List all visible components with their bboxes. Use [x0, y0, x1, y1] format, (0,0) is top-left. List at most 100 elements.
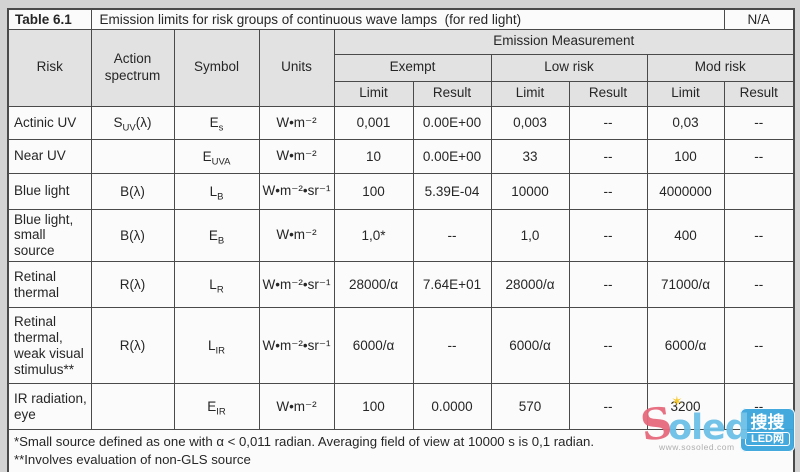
value-cell — [723, 172, 795, 210]
value-cell: 71000/α — [646, 261, 725, 309]
value-cell: 28000/α — [333, 261, 414, 309]
value-cell: 1,0 — [490, 208, 570, 263]
sub-header-limit: Limit — [490, 80, 570, 107]
value-cell: 5.39E-04 — [412, 172, 492, 210]
sub-header-result: Result — [568, 80, 648, 107]
value-cell: -- — [568, 138, 648, 174]
value-cell: -- — [723, 138, 795, 174]
value-cell: 0.00E+00 — [412, 105, 492, 140]
col-header-symbol: Symbol — [173, 28, 260, 107]
value-cell: -- — [568, 172, 648, 210]
sub-header-result: Result — [412, 80, 492, 107]
spectrum-cell: R(λ) — [90, 307, 175, 385]
footnote-row: *Small source defined as one with α < 0,… — [7, 429, 795, 472]
symbol-cell: EIR — [173, 383, 260, 431]
risk-cell: Blue light — [7, 172, 92, 210]
value-cell: 0.0000 — [412, 383, 492, 431]
value-cell: 6000/α — [333, 307, 414, 385]
value-cell: 0,001 — [333, 105, 414, 140]
symbol-cell: LB — [173, 172, 260, 210]
value-cell: 0,03 — [646, 105, 725, 140]
symbol-cell: LIR — [173, 307, 260, 385]
value-cell: 100 — [333, 383, 414, 431]
header-row-2: Exempt Low risk Mod risk — [8, 53, 795, 82]
col-header-action-spectrum: Action spectrum — [90, 28, 175, 107]
spectrum-cell: SUV(λ) — [90, 105, 175, 140]
value-cell: -- — [723, 261, 795, 309]
watermark-brand: Soled ✶ www.sosoled.com — [637, 394, 750, 452]
table-row: Actinic UV SUV(λ) Es W•m⁻² 0,001 0.00E+0… — [7, 105, 795, 140]
value-cell: 0,003 — [490, 105, 570, 140]
value-cell: 6000/α — [646, 307, 725, 385]
value-cell: 10000 — [490, 172, 570, 210]
brand-s-letter: S — [637, 398, 674, 452]
value-cell: -- — [568, 307, 648, 385]
value-cell: 0.00E+00 — [412, 138, 492, 174]
spectrum-cell: R(λ) — [90, 261, 175, 309]
table-row: Near UV EUVA W•m⁻² 10 0.00E+00 33 -- 100… — [7, 138, 795, 174]
units-cell: W•m⁻²•sr⁻¹ — [258, 261, 335, 309]
value-cell: -- — [723, 105, 795, 140]
spectrum-cell — [90, 383, 175, 431]
spectrum-cell — [90, 138, 175, 174]
group-header-exempt: Exempt — [333, 53, 492, 82]
symbol-cell: Es — [173, 105, 260, 140]
value-cell: -- — [568, 383, 648, 431]
table-row: Blue light B(λ) LB W•m⁻²•sr⁻¹ 100 5.39E-… — [7, 172, 795, 210]
symbol-cell: EB — [173, 208, 260, 263]
header-row-1: Risk Action spectrum Symbol Units Emissi… — [7, 28, 795, 107]
table-caption-row: Table 6.1 Emission limits for risk group… — [7, 8, 795, 30]
table-title: Emission limits for risk groups of conti… — [90, 8, 725, 30]
risk-cell: Near UV — [7, 138, 92, 174]
group-header-mod-risk: Mod risk — [646, 53, 795, 82]
sub-header-result: Result — [723, 80, 795, 107]
sub-header-limit: Limit — [646, 80, 725, 107]
table-row: Retinal thermal, weak visual stimulus** … — [7, 307, 795, 385]
na-cell: N/A — [723, 8, 795, 30]
value-cell: -- — [723, 208, 795, 263]
value-cell: -- — [723, 307, 795, 385]
sub-header-limit: Limit — [333, 80, 414, 107]
value-cell: 7.64E+01 — [412, 261, 492, 309]
spectrum-cell: B(λ) — [90, 172, 175, 210]
risk-cell: Retinal thermal, weak visual stimulus** — [7, 307, 92, 385]
value-cell: 100 — [333, 172, 414, 210]
risk-cell: Blue light, small source — [7, 208, 92, 263]
value-cell: 570 — [490, 383, 570, 431]
units-cell: W•m⁻² — [258, 105, 335, 140]
symbol-cell: EUVA — [173, 138, 260, 174]
table-number: Table 6.1 — [7, 8, 92, 30]
value-cell: 6000/α — [490, 307, 570, 385]
units-cell: W•m⁻²•sr⁻¹ — [258, 307, 335, 385]
units-cell: W•m⁻² — [258, 383, 335, 431]
badge-led-text: LED网 — [745, 432, 790, 447]
symbol-cell: LR — [173, 261, 260, 309]
footnote-small-source: *Small source defined as one with α < 0,… — [14, 434, 595, 450]
units-cell: W•m⁻²•sr⁻¹ — [258, 172, 335, 210]
value-cell: -- — [568, 208, 648, 263]
header-row-3: Limit Result Limit Result Limit Result — [8, 80, 795, 107]
col-header-emission-measurement: Emission Measurement — [333, 28, 795, 55]
units-cell: W•m⁻² — [258, 138, 335, 174]
value-cell: -- — [412, 208, 492, 263]
value-cell: 100 — [646, 138, 725, 174]
table-row: Retinal thermal R(λ) LR W•m⁻²•sr⁻¹ 28000… — [7, 261, 795, 309]
badge-cn-text: 搜搜 — [750, 412, 785, 432]
col-header-risk: Risk — [7, 28, 92, 107]
watermark-logo: Soled ✶ www.sosoled.com 搜搜 LED网 — [637, 394, 797, 466]
table-row: IR radiation, eye EIR W•m⁻² 100 0.0000 5… — [7, 383, 795, 431]
value-cell: -- — [568, 105, 648, 140]
value-cell: 28000/α — [490, 261, 570, 309]
footnote-non-gls: **Involves evaluation of non-GLS source — [14, 452, 251, 468]
value-cell: 10 — [333, 138, 414, 174]
emission-limits-table: Table 6.1 Emission limits for risk group… — [7, 8, 796, 472]
footnotes-cell: *Small source defined as one with α < 0,… — [7, 429, 795, 472]
risk-cell: IR radiation, eye — [7, 383, 92, 431]
col-header-units: Units — [258, 28, 335, 107]
value-cell: 400 — [646, 208, 725, 263]
value-cell: -- — [412, 307, 492, 385]
brand-rest: oled — [668, 408, 750, 448]
value-cell: -- — [568, 261, 648, 309]
risk-cell: Retinal thermal — [7, 261, 92, 309]
